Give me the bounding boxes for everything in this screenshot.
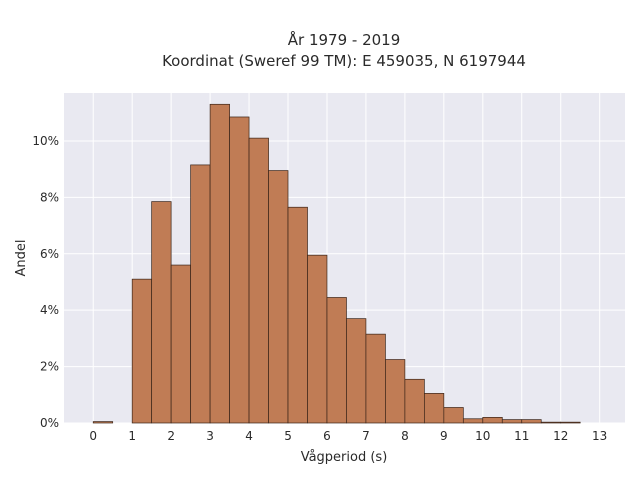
x-tick-label: 10 [475, 429, 490, 443]
histogram-bars [92, 103, 581, 424]
histogram-bar [501, 419, 523, 424]
histogram-bar [521, 419, 542, 424]
histogram-bar [268, 170, 289, 424]
histogram-bar [170, 264, 191, 424]
histogram-bar [326, 297, 347, 424]
histogram-bar [365, 333, 386, 424]
x-tick-label: 9 [440, 429, 448, 443]
histogram-bar [482, 417, 503, 424]
y-tick-label: 6% [40, 247, 59, 261]
histogram-bar [151, 201, 172, 424]
chart-title-line-2: Koordinat (Sweref 99 TM): E 459035, N 61… [162, 52, 526, 70]
y-tick-label: 8% [40, 190, 59, 204]
y-tick-label: 0% [40, 416, 59, 430]
histogram-bar [404, 378, 425, 424]
histogram-bar [229, 116, 250, 424]
x-tick-label: 2 [167, 429, 175, 443]
x-tick-label: 1 [128, 429, 136, 443]
x-tick-label: 13 [592, 429, 607, 443]
histogram-bar [540, 421, 562, 424]
histogram-bar [385, 359, 406, 424]
histogram-bar [443, 407, 464, 424]
chart-title-line-1: År 1979 - 2019 [288, 30, 401, 49]
x-tick-label: 0 [89, 429, 97, 443]
histogram-bar [560, 421, 581, 424]
histogram-bar [190, 164, 211, 424]
histogram-bar [287, 206, 308, 424]
x-tick-label: 5 [284, 429, 292, 443]
x-tick-label: 8 [401, 429, 409, 443]
histogram-bar [209, 103, 230, 424]
histogram-bar [346, 318, 367, 424]
histogram-bar [248, 137, 269, 424]
x-tick-label: 4 [245, 429, 253, 443]
y-axis-ticks: 0% 2% 4% 6% 8% 10% [32, 134, 59, 430]
histogram-bar [131, 278, 153, 424]
histogram-bar [424, 393, 445, 424]
x-tick-label: 7 [362, 429, 370, 443]
y-tick-label: 4% [40, 303, 59, 317]
x-axis-label: Vågperiod (s) [301, 450, 388, 465]
x-tick-label: 11 [514, 429, 529, 443]
x-tick-label: 3 [206, 429, 214, 443]
x-tick-label: 12 [553, 429, 568, 443]
histogram-bar [307, 254, 328, 424]
x-tick-label: 6 [323, 429, 331, 443]
y-tick-label: 10% [32, 134, 59, 148]
y-tick-label: 2% [40, 360, 59, 374]
y-axis-label: Andel [14, 240, 29, 277]
x-axis-ticks: 0 1 2 3 4 5 6 7 8 9 10 11 12 13 [89, 429, 607, 443]
histogram-bar [92, 421, 114, 424]
histogram-bar [462, 418, 484, 424]
